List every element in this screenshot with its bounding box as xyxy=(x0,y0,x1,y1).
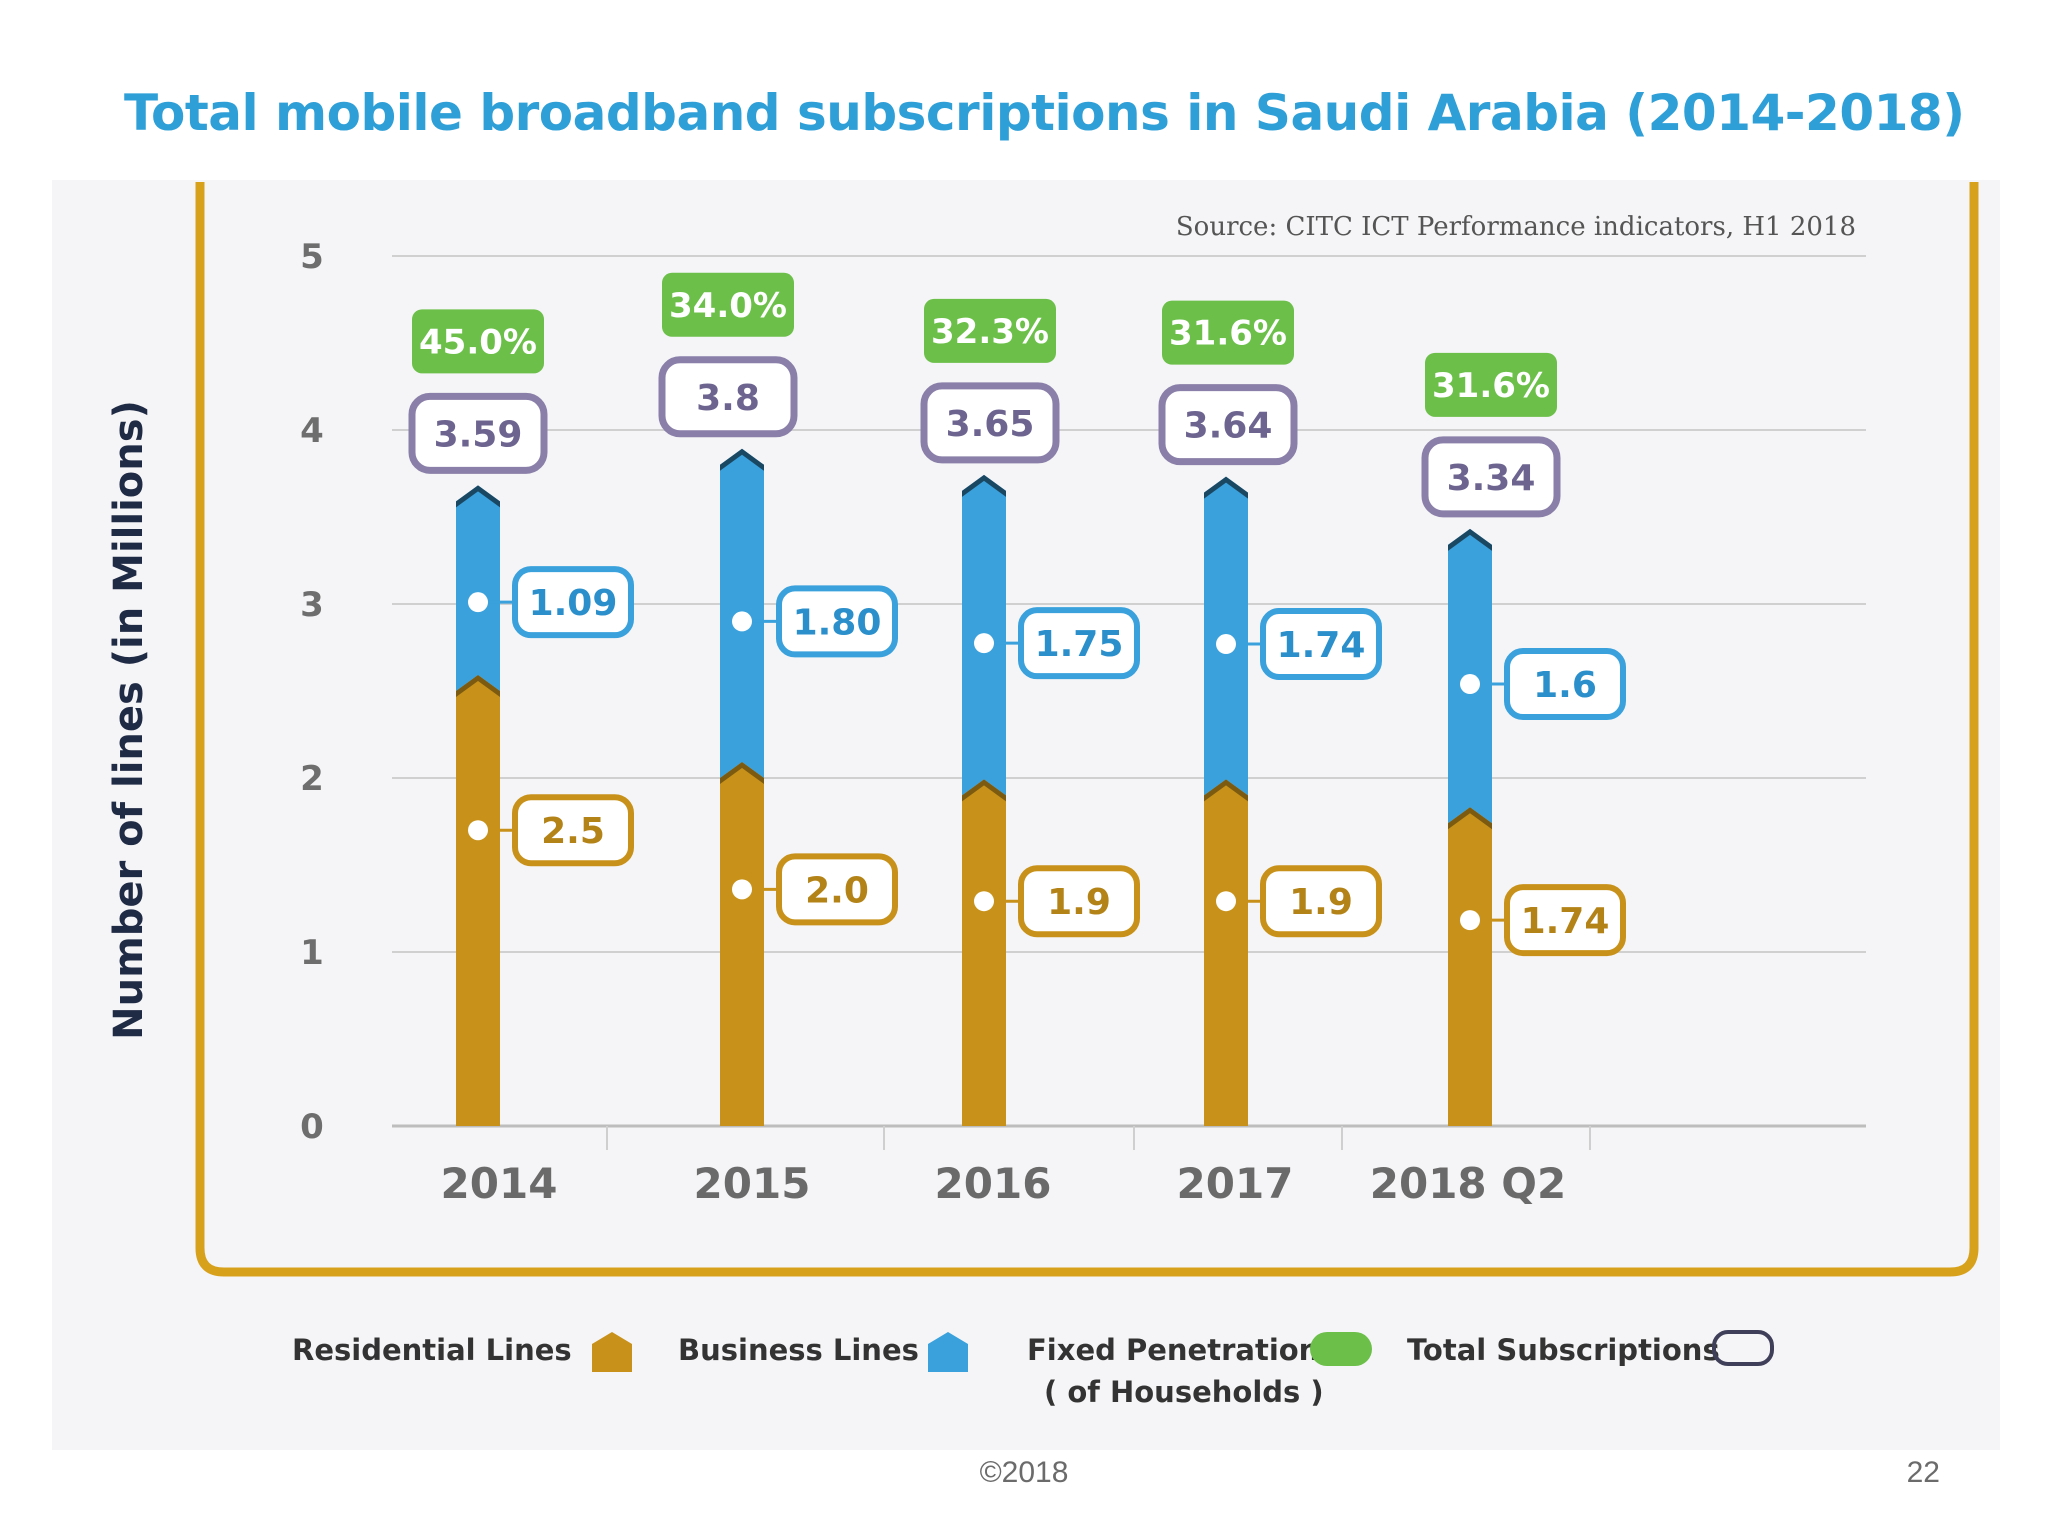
page-number: 22 xyxy=(1906,1456,1940,1489)
chart-source: Source: CITC ICT Performance indicators,… xyxy=(1176,212,1856,242)
data-label-business: 1.80 xyxy=(793,602,882,643)
bar-business-cap xyxy=(962,474,1006,497)
data-label-residential-box xyxy=(512,794,634,867)
data-label-residential-box xyxy=(1504,884,1626,957)
data-label-residential: 2.0 xyxy=(805,870,869,911)
data-label-penetration: 31.6% xyxy=(1432,366,1550,406)
data-label-residential: 2.5 xyxy=(541,811,605,852)
legend-marker-total xyxy=(1712,1330,1774,1366)
data-label-penetration: 32.3% xyxy=(931,312,1049,352)
bar-business-cap xyxy=(456,485,500,508)
bar-residential-cap xyxy=(720,762,764,784)
data-label-residential: 1.9 xyxy=(1047,882,1111,923)
slide-title: Total mobile broadband subscriptions in … xyxy=(124,84,1965,142)
legend-label-total: Total Subscriptions xyxy=(1407,1333,1720,1367)
y-tick-label: 2 xyxy=(300,759,324,799)
data-label-residential-box xyxy=(1018,865,1140,938)
data-label-total-box xyxy=(1158,384,1298,466)
data-label-business-box xyxy=(512,566,634,639)
x-tick-label: 2016 xyxy=(935,1159,1052,1208)
penetration-pill xyxy=(924,298,1056,363)
bar-residential-cap xyxy=(962,779,1006,802)
x-tick-label: 2018 Q2 xyxy=(1370,1159,1566,1208)
bar-residential xyxy=(962,779,1006,1126)
chart-panel: Source: CITC ICT Performance indicators,… xyxy=(52,180,2000,1450)
bar-residential-cap xyxy=(1204,779,1248,802)
y-tick-label: 0 xyxy=(300,1107,324,1147)
bar-residential-cap xyxy=(1448,807,1492,830)
data-label-business-box xyxy=(1018,607,1140,680)
data-label-total-box xyxy=(408,392,548,474)
label-dot xyxy=(1460,674,1480,695)
data-label-total-box xyxy=(1421,436,1561,518)
bar-residential-cap xyxy=(456,675,500,697)
label-dot xyxy=(974,633,994,654)
footer-copyright: ©2018 xyxy=(979,1456,1069,1489)
label-dot xyxy=(732,611,752,632)
x-tick-label: 2014 xyxy=(441,1159,558,1208)
data-label-total: 3.64 xyxy=(1184,406,1273,447)
bar-business-cap xyxy=(720,448,764,471)
data-label-total: 3.65 xyxy=(946,404,1035,445)
data-label-business: 1.75 xyxy=(1035,624,1124,665)
penetration-pill xyxy=(1425,352,1557,417)
y-tick-label: 5 xyxy=(300,237,324,277)
data-label-penetration: 34.0% xyxy=(669,286,787,326)
legend-label-business: Business Lines xyxy=(678,1333,919,1367)
bar-business-cap xyxy=(1204,476,1248,499)
label-dot xyxy=(468,820,488,841)
data-label-business: 1.09 xyxy=(529,583,618,624)
data-label-total-box xyxy=(658,356,798,438)
bar-residential xyxy=(456,675,500,1126)
x-tick-label: 2017 xyxy=(1177,1159,1294,1208)
x-tick-label: 2015 xyxy=(694,1159,811,1208)
bar-business xyxy=(456,485,500,691)
data-label-penetration: 31.6% xyxy=(1169,314,1287,354)
legend-label-penetration-2: ( of Households ) xyxy=(1044,1375,1324,1409)
penetration-pill xyxy=(412,309,544,374)
label-dot xyxy=(468,592,488,613)
data-label-residential: 1.74 xyxy=(1521,901,1610,942)
legend-label-penetration: Fixed Penetration xyxy=(1027,1333,1319,1367)
data-label-business-box xyxy=(1504,648,1626,721)
data-label-residential-box xyxy=(1260,865,1382,938)
data-label-total: 3.8 xyxy=(696,378,760,419)
bar-residential xyxy=(1448,807,1492,1126)
bar-residential xyxy=(1204,779,1248,1126)
penetration-pill xyxy=(662,272,794,337)
label-dot xyxy=(1216,634,1236,655)
bar-business-cap xyxy=(1448,528,1492,551)
bar-residential xyxy=(720,762,764,1126)
legend-marker-residential xyxy=(592,1332,632,1372)
data-label-penetration: 45.0% xyxy=(419,322,537,362)
data-label-total: 3.59 xyxy=(434,414,523,455)
data-label-business-box xyxy=(1260,608,1382,681)
y-tick-label: 3 xyxy=(300,585,324,625)
label-dot xyxy=(974,891,994,912)
legend-marker-business xyxy=(928,1332,968,1372)
label-dot xyxy=(1216,891,1236,912)
data-label-residential: 1.9 xyxy=(1289,882,1353,923)
y-tick-label: 4 xyxy=(300,411,324,451)
data-label-total: 3.34 xyxy=(1447,458,1536,499)
data-label-business: 1.74 xyxy=(1277,625,1366,666)
data-label-business-box xyxy=(776,585,898,658)
legend-label-residential: Residential Lines xyxy=(292,1333,572,1367)
chart: Source: CITC ICT Performance indicators,… xyxy=(106,182,1979,1409)
y-axis-label: Number of lines (in Millions) xyxy=(106,400,152,1040)
label-dot xyxy=(732,879,752,900)
penetration-pill xyxy=(1162,300,1294,365)
data-label-residential-box xyxy=(776,853,898,926)
data-label-total-box xyxy=(920,382,1060,464)
legend-marker-penetration xyxy=(1310,1332,1372,1366)
label-dot xyxy=(1460,910,1480,931)
data-label-business: 1.6 xyxy=(1533,665,1597,706)
chart-frame xyxy=(195,182,1979,1277)
y-tick-label: 1 xyxy=(300,933,324,973)
